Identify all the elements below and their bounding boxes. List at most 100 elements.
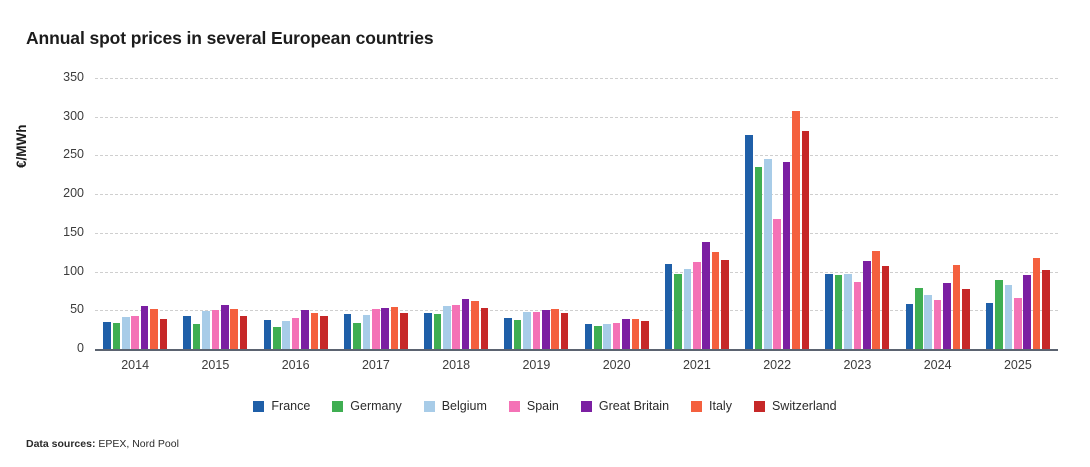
- bar[interactable]: [1023, 275, 1032, 349]
- bar[interactable]: [273, 326, 281, 349]
- bar[interactable]: [480, 307, 489, 349]
- bar[interactable]: [192, 324, 201, 349]
- bar[interactable]: [773, 218, 781, 349]
- bar[interactable]: [424, 313, 432, 349]
- bar[interactable]: [310, 313, 319, 349]
- bar[interactable]: [202, 311, 210, 349]
- bar[interactable]: [792, 110, 800, 349]
- bar[interactable]: [1014, 297, 1022, 349]
- legend-item-spain[interactable]: Spain: [508, 399, 559, 413]
- bar[interactable]: [853, 281, 862, 349]
- bar[interactable]: [995, 280, 1003, 349]
- bar[interactable]: [825, 273, 833, 349]
- bar[interactable]: [905, 304, 914, 349]
- bar[interactable]: [513, 319, 522, 349]
- bar[interactable]: [220, 304, 229, 349]
- bar[interactable]: [844, 273, 852, 349]
- bar[interactable]: [943, 283, 951, 349]
- legend-item-germany[interactable]: Germany: [332, 399, 402, 413]
- data-sources-value: EPEX, Nord Pool: [98, 438, 179, 450]
- bar[interactable]: [702, 242, 711, 349]
- bar[interactable]: [985, 302, 994, 349]
- y-axis-tick-label: 150: [63, 224, 84, 239]
- bar[interactable]: [343, 314, 352, 349]
- bar[interactable]: [452, 304, 460, 349]
- bar[interactable]: [584, 324, 593, 349]
- bar[interactable]: [622, 318, 630, 349]
- bar[interactable]: [952, 265, 961, 349]
- legend-item-italy[interactable]: Italy: [691, 399, 732, 413]
- bar[interactable]: [504, 318, 512, 349]
- legend-item-france[interactable]: France: [253, 399, 310, 413]
- bar[interactable]: [962, 289, 970, 349]
- bar[interactable]: [239, 316, 248, 349]
- bar[interactable]: [140, 306, 149, 349]
- bar[interactable]: [353, 322, 361, 349]
- bar[interactable]: [121, 317, 130, 349]
- bar[interactable]: [834, 274, 843, 349]
- bar[interactable]: [433, 314, 442, 349]
- legend-item-label: Switzerland: [771, 399, 837, 413]
- bar[interactable]: [381, 307, 390, 349]
- bar[interactable]: [183, 315, 191, 349]
- bar[interactable]: [1004, 284, 1013, 349]
- bar[interactable]: [103, 321, 111, 349]
- bar[interactable]: [933, 300, 942, 349]
- bar[interactable]: [693, 262, 701, 349]
- bar[interactable]: [400, 312, 408, 349]
- x-axis-tick-label: 2019: [522, 358, 551, 372]
- legend-item-great-britain[interactable]: Great Britain: [580, 399, 669, 413]
- bar[interactable]: [551, 308, 559, 349]
- bar[interactable]: [674, 273, 682, 349]
- bar[interactable]: [664, 263, 673, 349]
- bar[interactable]: [112, 323, 121, 349]
- bar[interactable]: [461, 298, 470, 349]
- bar[interactable]: [301, 310, 309, 349]
- bar[interactable]: [594, 325, 602, 349]
- bar[interactable]: [801, 130, 810, 349]
- bar[interactable]: [603, 324, 612, 349]
- bar[interactable]: [211, 309, 220, 349]
- bar[interactable]: [282, 321, 291, 349]
- bar[interactable]: [862, 260, 871, 349]
- legend-item-label: Spain: [526, 399, 559, 413]
- bar[interactable]: [541, 309, 550, 349]
- legend-item-switzerland[interactable]: Switzerland: [753, 399, 837, 413]
- bar[interactable]: [612, 322, 621, 349]
- bar[interactable]: [362, 314, 371, 349]
- bar[interactable]: [745, 135, 753, 349]
- bar[interactable]: [471, 301, 479, 349]
- bar[interactable]: [754, 167, 763, 349]
- bar[interactable]: [320, 315, 328, 349]
- bar[interactable]: [915, 287, 923, 349]
- bar-group: [183, 77, 248, 349]
- bar[interactable]: [523, 311, 531, 349]
- legend-item-label: Belgium: [441, 399, 487, 413]
- bar[interactable]: [372, 308, 380, 349]
- bar[interactable]: [131, 315, 139, 349]
- bar[interactable]: [390, 307, 399, 349]
- bar[interactable]: [442, 306, 451, 349]
- bar[interactable]: [532, 311, 541, 349]
- bar[interactable]: [924, 294, 933, 349]
- bar[interactable]: [881, 266, 890, 349]
- bar[interactable]: [763, 159, 772, 349]
- bar[interactable]: [872, 250, 880, 349]
- bar[interactable]: [721, 259, 729, 349]
- bar[interactable]: [150, 308, 158, 349]
- bar[interactable]: [782, 161, 791, 349]
- bar[interactable]: [159, 318, 168, 349]
- bar[interactable]: [560, 313, 569, 349]
- bar[interactable]: [263, 320, 272, 349]
- bar[interactable]: [683, 269, 692, 349]
- legend-item-belgium[interactable]: Belgium: [423, 399, 487, 413]
- bar[interactable]: [291, 318, 300, 349]
- bar[interactable]: [711, 252, 720, 349]
- gridline: [95, 78, 1058, 79]
- bar[interactable]: [641, 321, 649, 349]
- bar[interactable]: [1032, 258, 1041, 349]
- bar[interactable]: [230, 308, 238, 349]
- legend-swatch-icon: [508, 400, 520, 412]
- bar[interactable]: [1042, 270, 1050, 349]
- bar[interactable]: [631, 318, 640, 349]
